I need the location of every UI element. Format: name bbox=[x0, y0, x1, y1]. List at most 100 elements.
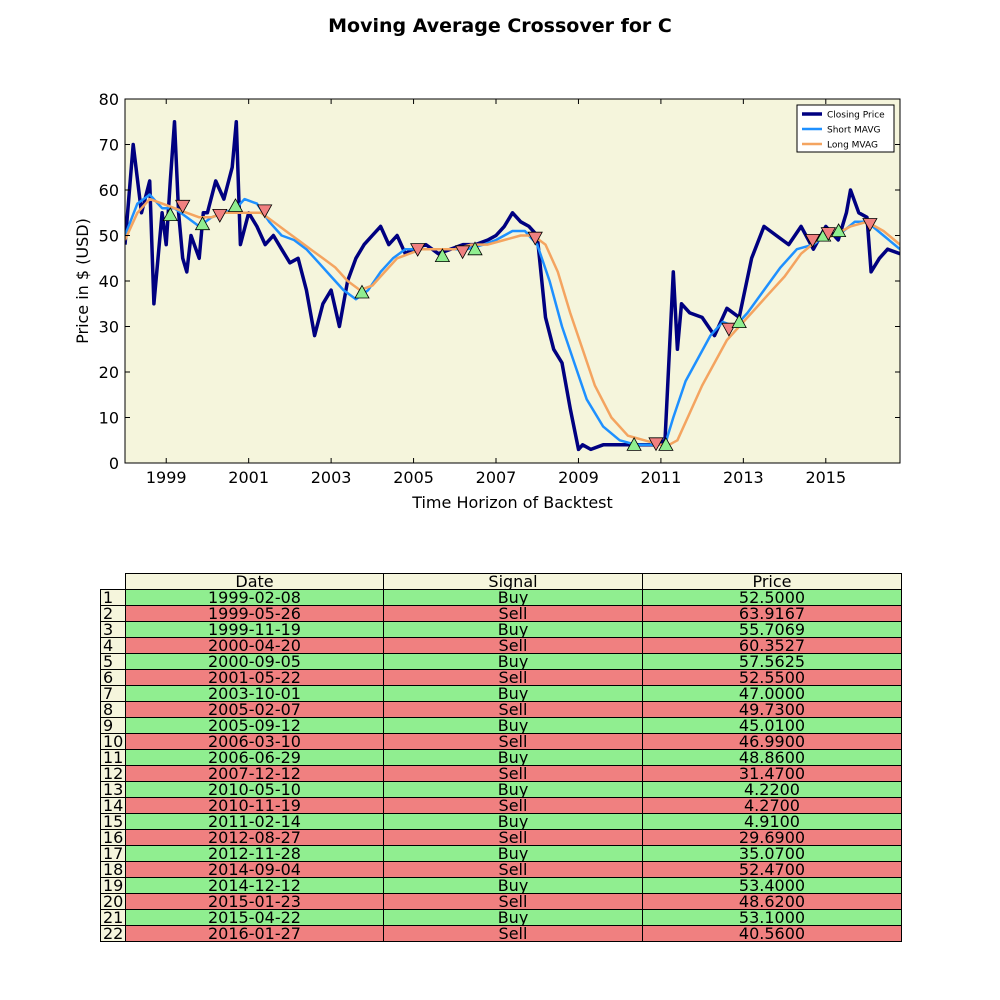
table-row: 22 2016-01-27 Sell 40.5600 bbox=[100, 925, 902, 942]
y-tick-label: 50 bbox=[99, 227, 119, 246]
header-date: Date bbox=[125, 573, 384, 590]
signal-cell: Buy bbox=[383, 653, 643, 670]
row-label: 20 bbox=[100, 893, 126, 910]
sell-marker bbox=[257, 204, 273, 219]
signal-cell: Buy bbox=[383, 589, 643, 606]
row-label: 6 bbox=[100, 669, 126, 686]
date-cell: 2005-09-12 bbox=[125, 717, 384, 734]
signal-cell: Buy bbox=[383, 717, 643, 734]
y-tick-label: 70 bbox=[99, 136, 119, 155]
table-row: 3 1999-11-19 Buy 55.7069 bbox=[100, 621, 902, 638]
table-row: 1 1999-02-08 Buy 52.5000 bbox=[100, 589, 902, 606]
signal-cell: Sell bbox=[383, 925, 643, 942]
y-tick-label: 80 bbox=[99, 90, 119, 109]
table-row: 7 2003-10-01 Buy 47.0000 bbox=[100, 685, 902, 702]
date-cell: 2012-08-27 bbox=[125, 829, 384, 846]
row-label: 16 bbox=[100, 829, 126, 846]
table-row: 15 2011-02-14 Buy 4.9100 bbox=[100, 813, 902, 830]
row-label: 21 bbox=[100, 909, 126, 926]
header-signal: Signal bbox=[383, 573, 643, 590]
date-cell: 2014-09-04 bbox=[125, 861, 384, 878]
price-cell: 53.4000 bbox=[642, 877, 902, 894]
price-cell: 47.0000 bbox=[642, 685, 902, 702]
table-row: 2 1999-05-26 Sell 63.9167 bbox=[100, 605, 902, 622]
x-tick-label: 2013 bbox=[723, 468, 764, 487]
date-cell: 2012-11-28 bbox=[125, 845, 384, 862]
price-chart: 0 10 20 30 40 50 60 70 80 1999 2001 2003 2005 2007 200… bbox=[73, 90, 901, 512]
date-cell: 2001-05-22 bbox=[125, 669, 384, 686]
row-label: 5 bbox=[100, 653, 126, 670]
date-cell: 1999-11-19 bbox=[125, 621, 384, 638]
table-header-row: Date Signal Price bbox=[101, 573, 902, 590]
series-line-1 bbox=[125, 193, 900, 447]
table-row: 5 2000-09-05 Buy 57.5625 bbox=[100, 653, 902, 670]
signal-cell: Sell bbox=[383, 893, 643, 910]
sell-marker bbox=[820, 227, 836, 242]
date-cell: 2014-12-12 bbox=[125, 877, 384, 894]
table-row: 17 2012-11-28 Buy 35.0700 bbox=[100, 845, 902, 862]
sell-marker bbox=[410, 243, 426, 257]
table-row: 19 2014-12-12 Buy 53.4000 bbox=[100, 877, 902, 894]
signal-cell: Sell bbox=[383, 605, 643, 622]
signal-cell: Buy bbox=[383, 685, 643, 702]
header-price: Price bbox=[642, 573, 902, 590]
x-tick-label: 2001 bbox=[228, 468, 269, 487]
price-cell: 46.9900 bbox=[642, 733, 902, 750]
signal-cell: Sell bbox=[383, 733, 643, 750]
date-cell: 2007-12-12 bbox=[125, 765, 384, 782]
price-cell: 57.5625 bbox=[642, 653, 902, 670]
row-label: 1 bbox=[100, 589, 126, 606]
y-tick-label: 10 bbox=[99, 409, 119, 428]
price-cell: 53.1000 bbox=[642, 909, 902, 926]
table-row: 4 2000-04-20 Sell 60.3527 bbox=[100, 637, 902, 654]
table-row: 20 2015-01-23 Sell 48.6200 bbox=[100, 893, 902, 910]
row-label: 19 bbox=[100, 877, 126, 894]
sell-marker bbox=[212, 208, 228, 223]
date-cell: 2010-11-19 bbox=[125, 797, 384, 814]
table-row: 6 2001-05-22 Sell 52.5500 bbox=[100, 669, 902, 686]
date-cell: 2015-04-22 bbox=[125, 909, 384, 926]
price-cell: 40.5600 bbox=[642, 925, 902, 942]
buy-marker bbox=[626, 436, 642, 451]
table-row: 8 2005-02-07 Sell 49.7300 bbox=[100, 701, 902, 718]
row-label: 22 bbox=[100, 925, 126, 942]
row-label: 11 bbox=[100, 749, 126, 766]
y-tick-label: 30 bbox=[99, 318, 119, 337]
signal-cell: Buy bbox=[383, 749, 643, 766]
row-label: 13 bbox=[100, 781, 126, 798]
y-axis-label: Price in $ (USD) bbox=[73, 218, 92, 344]
price-cell: 60.3527 bbox=[642, 637, 902, 654]
x-axis-label: Time Horizon of Backtest bbox=[411, 493, 613, 512]
signal-cell: Buy bbox=[383, 909, 643, 926]
row-label: 12 bbox=[100, 765, 126, 782]
price-cell: 52.5000 bbox=[642, 589, 902, 606]
signal-cell: Buy bbox=[383, 813, 643, 830]
y-tick-label: 0 bbox=[109, 454, 119, 473]
date-cell: 2000-09-05 bbox=[125, 653, 384, 670]
row-label: 18 bbox=[100, 861, 126, 878]
signal-cell: Buy bbox=[383, 877, 643, 894]
price-cell: 48.6200 bbox=[642, 893, 902, 910]
date-cell: 2006-06-29 bbox=[125, 749, 384, 766]
price-cell: 4.2200 bbox=[642, 781, 902, 798]
buy-marker bbox=[658, 436, 674, 451]
row-label: 9 bbox=[100, 717, 126, 734]
x-tick-label: 2015 bbox=[805, 468, 846, 487]
row-label: 15 bbox=[100, 813, 126, 830]
row-label: 7 bbox=[100, 685, 126, 702]
signal-cell: Sell bbox=[383, 637, 643, 654]
table-row: 12 2007-12-12 Sell 31.4700 bbox=[100, 765, 902, 782]
date-cell: 2015-01-23 bbox=[125, 893, 384, 910]
signals-table: Date Signal Price 1 1999-02-08 Buy 52.5000 2… bbox=[100, 573, 902, 942]
x-tick-label: 1999 bbox=[146, 468, 187, 487]
signal-cell: Sell bbox=[383, 829, 643, 846]
date-cell: 2011-02-14 bbox=[125, 813, 384, 830]
plot-area bbox=[125, 99, 900, 463]
row-label: 17 bbox=[100, 845, 126, 862]
row-label: 8 bbox=[100, 701, 126, 718]
table-body: 1 1999-02-08 Buy 52.5000 2 1999-05-26 Sell 63.9… bbox=[100, 589, 902, 942]
x-tick-label: 2003 bbox=[311, 468, 352, 487]
date-cell: 1999-02-08 bbox=[125, 589, 384, 606]
price-cell: 45.0100 bbox=[642, 717, 902, 734]
row-label: 4 bbox=[100, 637, 126, 654]
